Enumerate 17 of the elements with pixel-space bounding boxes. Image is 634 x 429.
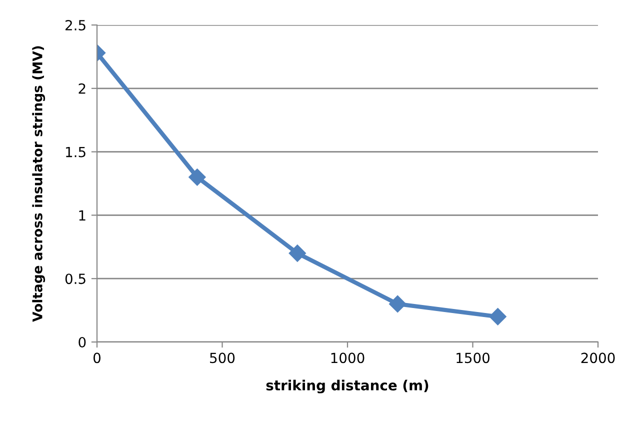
x-tick-label: 0 [93, 352, 100, 364]
y-tick-label: 0.5 [65, 274, 86, 284]
x-tick-label: 500 [210, 352, 235, 364]
y-axis-title: Voltage across insulator strings (MV) [32, 46, 46, 322]
x-axis-title: striking distance (m) [266, 380, 428, 394]
x-tick-label: 2000 [581, 352, 615, 364]
point [188, 168, 206, 186]
point [288, 244, 306, 262]
point [489, 308, 506, 326]
y-tick-label: 2.5 [66, 20, 86, 30]
y-tick-label: 1 [79, 210, 86, 220]
y-tick-label: 0 [78, 336, 86, 348]
x-tick-label: 1000 [331, 352, 364, 364]
x-tick-label: 1500 [456, 352, 490, 364]
y-tick-label: 2 [78, 83, 86, 94]
point [389, 295, 406, 313]
y-tick-label: 1.5 [66, 146, 86, 158]
